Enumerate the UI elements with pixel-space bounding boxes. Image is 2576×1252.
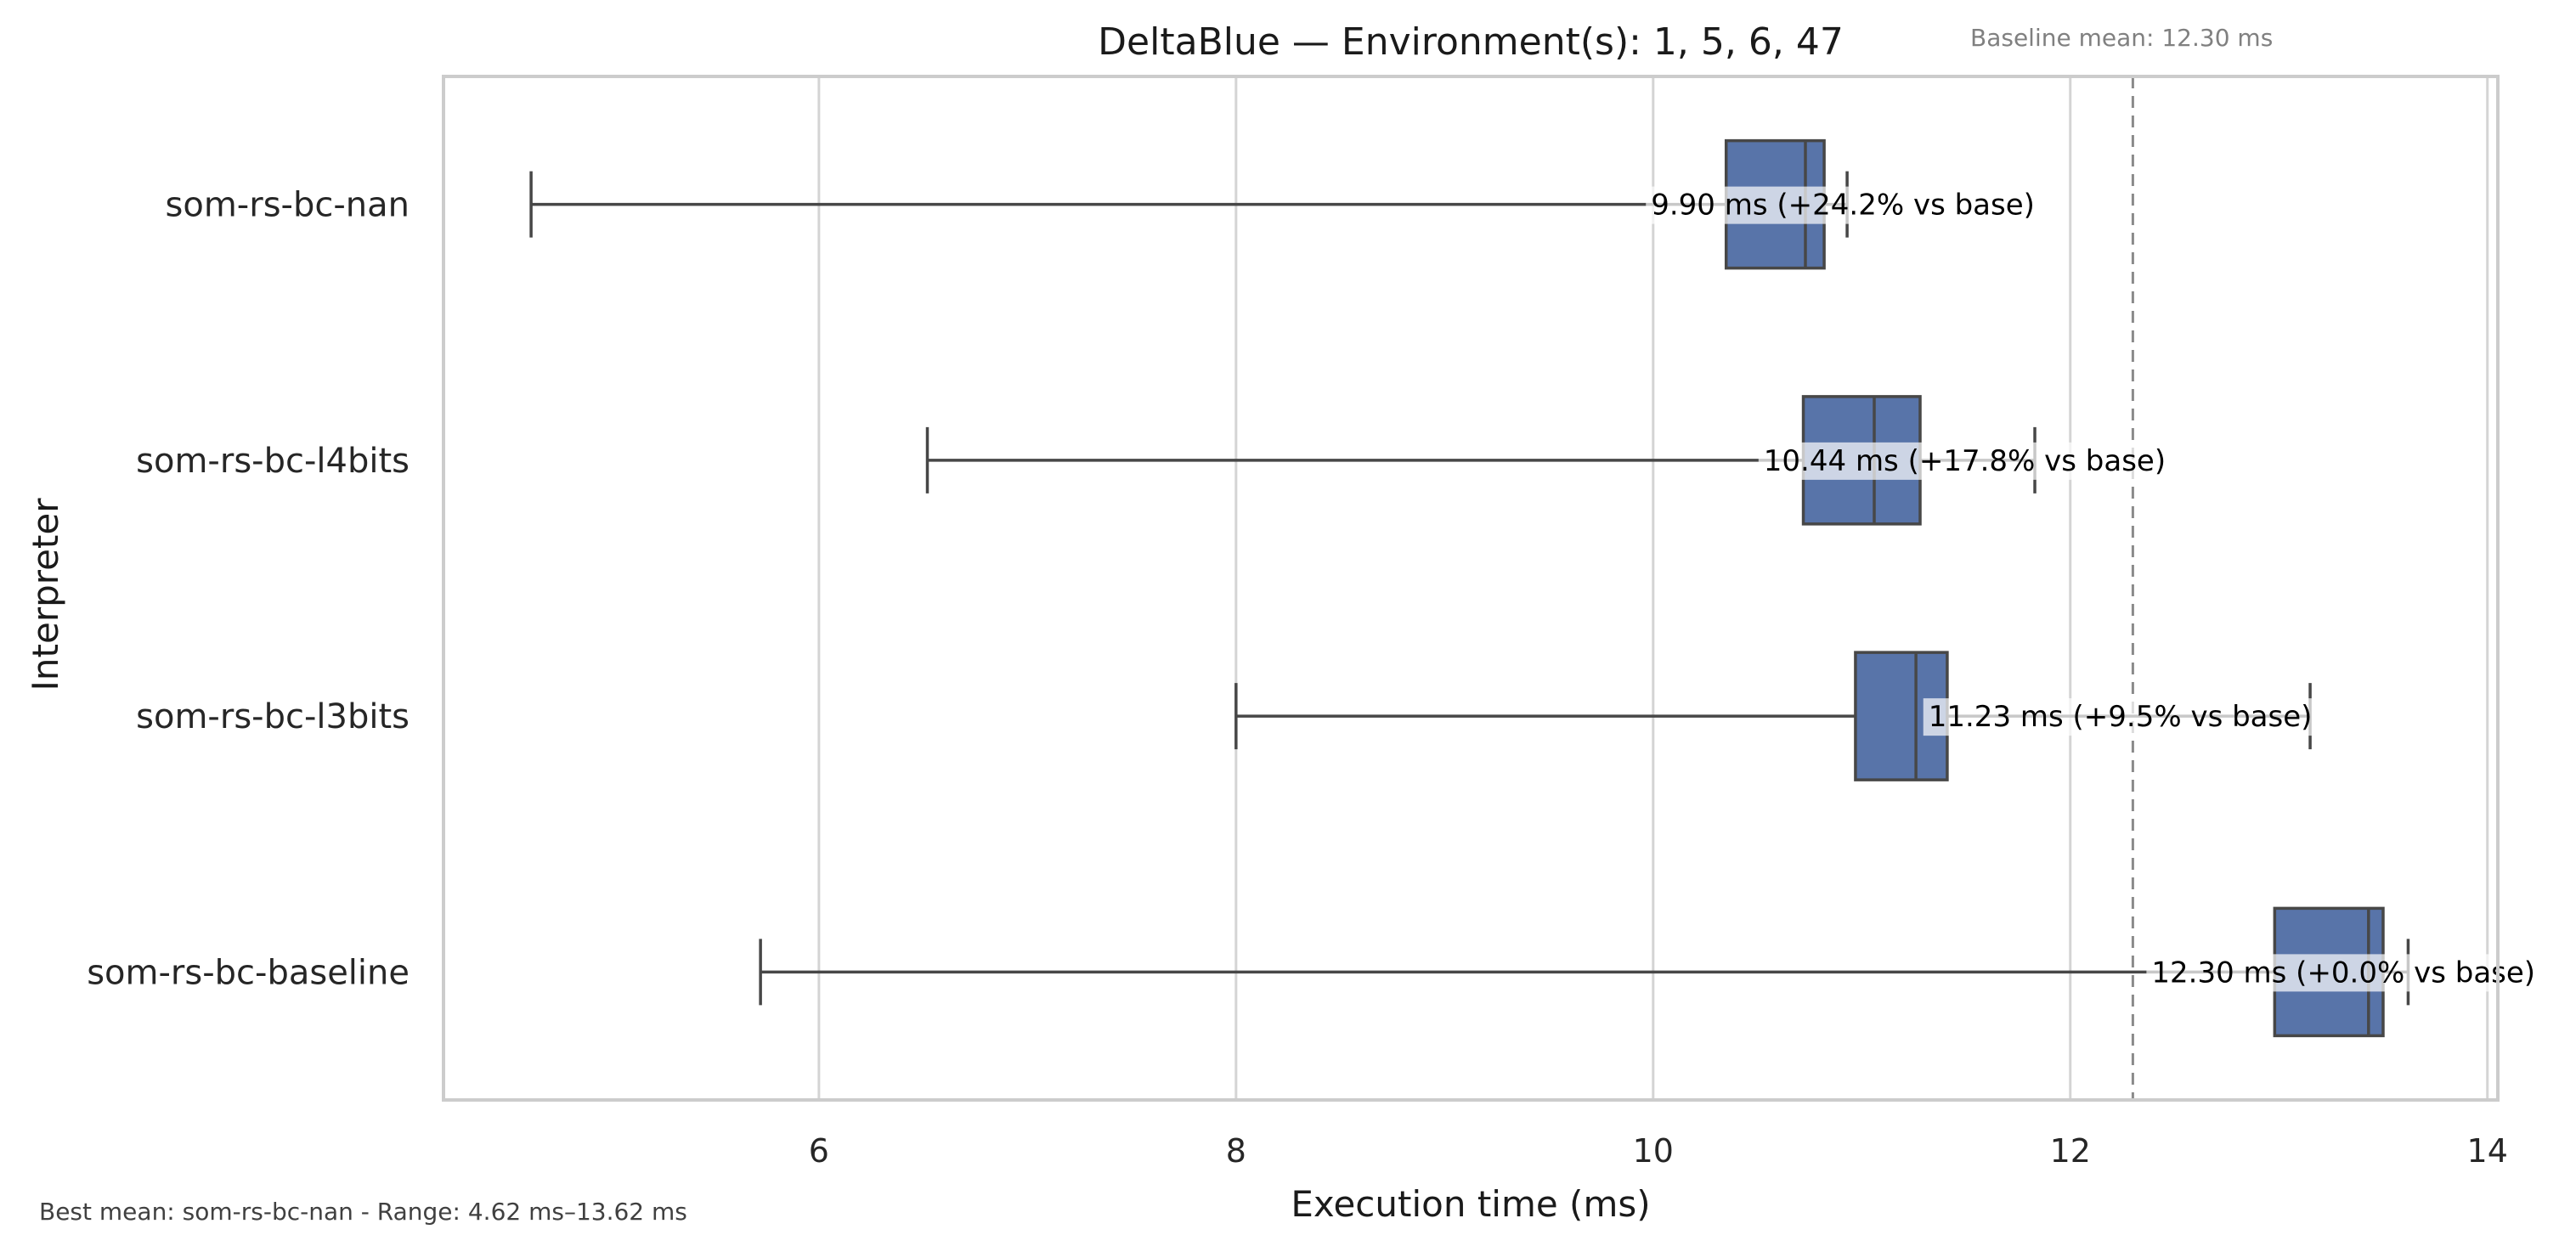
- footer-note: Best mean: som-rs-bc-nan - Range: 4.62 m…: [39, 1198, 687, 1226]
- x-tick-label: 14: [2467, 1132, 2508, 1170]
- plot-frame: [442, 75, 2500, 1102]
- mean-annotation: 9.90 ms (+24.2% vs base): [1646, 186, 2040, 224]
- y-category-label: som-rs-bc-l4bits: [136, 442, 410, 481]
- annotation-background: [2146, 954, 2541, 992]
- y-category-labels: som-rs-bc-nan som-rs-bc-l4bits som-rs-bc-l…: [87, 186, 410, 993]
- y-category-label: som-rs-bc-nan: [166, 186, 410, 225]
- annotation-background: [1923, 698, 2318, 736]
- y-category-label: som-rs-bc-baseline: [87, 953, 410, 992]
- annotation-text: 11.23 ms (+9.5% vs base): [1929, 700, 2313, 734]
- baseline-mean-note: Baseline mean: 12.30 ms: [1970, 24, 2273, 52]
- x-tick-label: 12: [2050, 1132, 2091, 1170]
- mean-annotations: 9.90 ms (+24.2% vs base) 10.44 ms (+17.8%…: [1646, 186, 2541, 992]
- chart-title: DeltaBlue — Environment(s): 1, 5, 6, 47: [1098, 20, 1844, 64]
- x-tick-labels: 6 8 10 12 14: [809, 1132, 2508, 1170]
- annotation-text: 10.44 ms (+17.8% vs base): [1764, 444, 2166, 478]
- y-category-label: som-rs-bc-l3bits: [136, 697, 410, 736]
- annotation-background: [1646, 186, 2040, 224]
- y-axis-title: Interpreter: [25, 498, 66, 691]
- mean-annotation: 11.23 ms (+9.5% vs base): [1923, 698, 2318, 736]
- x-tick-label: 8: [1226, 1132, 1246, 1170]
- annotation-text: 12.30 ms (+0.0% vs base): [2151, 956, 2535, 990]
- x-tick-label: 6: [809, 1132, 829, 1170]
- mean-annotation: 12.30 ms (+0.0% vs base): [2146, 954, 2541, 992]
- mean-annotation: 10.44 ms (+17.8% vs base): [1758, 442, 2172, 480]
- x-axis-title: Execution time (ms): [1291, 1183, 1650, 1225]
- annotation-text: 9.90 ms (+24.2% vs base): [1651, 189, 2035, 223]
- grid-lines: [817, 76, 2489, 1100]
- annotation-background: [1758, 442, 2172, 480]
- x-tick-label: 10: [1633, 1132, 1674, 1170]
